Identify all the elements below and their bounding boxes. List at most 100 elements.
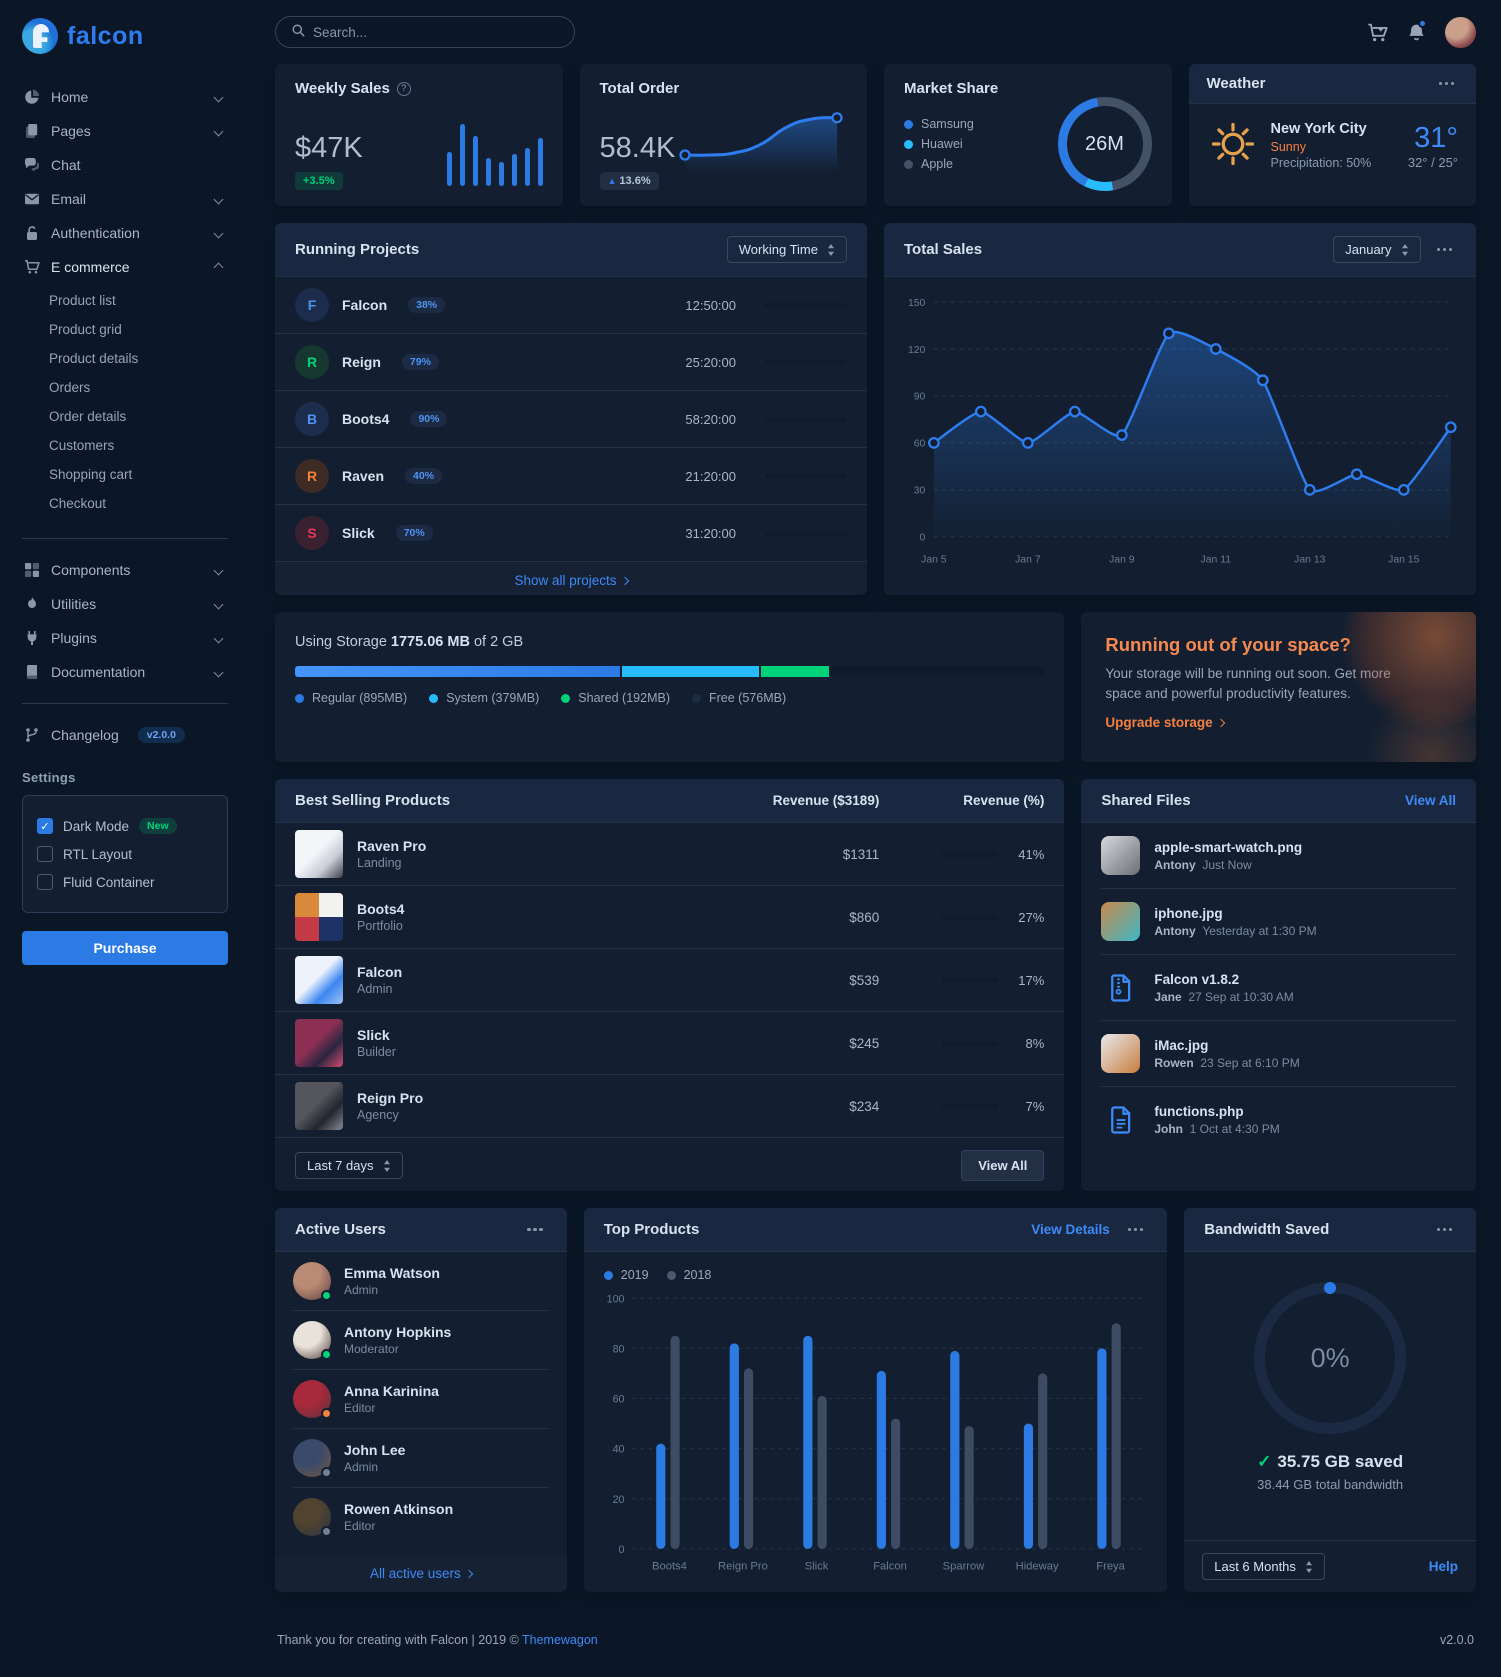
- project-name: Reign: [342, 354, 381, 370]
- product-row-reign-pro[interactable]: Reign Pro Agency $234 7%: [275, 1075, 1065, 1138]
- search-icon: [292, 24, 305, 40]
- files-view-all-link[interactable]: View All: [1404, 793, 1456, 808]
- view-details-link[interactable]: View Details: [1031, 1222, 1110, 1237]
- weather-title: Weather: [1206, 75, 1266, 92]
- top-products-menu-icon[interactable]: [1124, 1224, 1148, 1236]
- project-row-boots4[interactable]: B Boots4 90% 58:20:00: [275, 391, 867, 448]
- bandwidth-menu-icon[interactable]: [1433, 1224, 1457, 1236]
- sidebar-item-authentication[interactable]: Authentication: [22, 216, 228, 250]
- svg-text:Jan 15: Jan 15: [1388, 554, 1419, 565]
- svg-text:Hideway: Hideway: [1015, 1560, 1058, 1572]
- help-icon[interactable]: ?: [396, 81, 411, 96]
- checkbox[interactable]: [37, 874, 53, 890]
- user-avatar: [293, 1498, 332, 1537]
- user-row-antony-hopkins[interactable]: Antony Hopkins Moderator: [293, 1311, 549, 1370]
- sidebar-item-documentation[interactable]: Documentation: [22, 655, 228, 689]
- sidebar-subitem-product-list[interactable]: Product list: [49, 293, 116, 308]
- sidebar-item-e-commerce[interactable]: E commerce: [22, 250, 228, 284]
- brand-logo[interactable]: falcon: [22, 18, 228, 54]
- product-row-raven-pro[interactable]: Raven Pro Landing $1311 41%: [275, 823, 1065, 886]
- project-percent-badge: 70%: [395, 525, 433, 541]
- view-all-button[interactable]: View All: [961, 1150, 1045, 1181]
- months-filter-select[interactable]: Last 6 Months: [1202, 1553, 1325, 1580]
- days-filter-select[interactable]: Last 7 days: [295, 1152, 403, 1179]
- sidebar-item-email[interactable]: Email: [22, 182, 228, 216]
- sidebar-subitem-customers[interactable]: Customers: [49, 438, 115, 453]
- file-meta: Antony Yesterday at 1:30 PM: [1154, 923, 1317, 938]
- total-sales-menu-icon[interactable]: [1433, 244, 1457, 256]
- user-row-anna-karinina[interactable]: Anna Karinina Editor: [293, 1370, 549, 1429]
- sidebar-subitem-checkout[interactable]: Checkout: [49, 496, 107, 511]
- sidebar-subitem-order-details[interactable]: Order details: [49, 409, 127, 424]
- user-role: Admin: [344, 1283, 379, 1297]
- user-row-emma-watson[interactable]: Emma Watson Admin: [293, 1252, 549, 1311]
- sidebar-subitem-orders[interactable]: Orders: [49, 380, 91, 395]
- product-name: Reign Pro: [357, 1090, 424, 1106]
- checkbox[interactable]: [37, 846, 53, 862]
- sidebar-item-utilities[interactable]: Utilities: [22, 587, 228, 621]
- purchase-button[interactable]: Purchase: [22, 931, 228, 965]
- sidebar-item-chat[interactable]: Chat: [22, 148, 228, 182]
- active-users-menu-icon[interactable]: [523, 1224, 547, 1236]
- show-all-projects-link[interactable]: Show all projects: [275, 562, 867, 595]
- themewagon-link[interactable]: Themewagon: [522, 1633, 598, 1647]
- setting-fluid-container[interactable]: Fluid Container: [37, 868, 213, 896]
- all-active-users-link[interactable]: All active users: [275, 1555, 567, 1592]
- project-name: Slick: [342, 525, 375, 541]
- sidebar-item-home[interactable]: Home: [22, 80, 228, 114]
- notification-dot: [1418, 18, 1427, 28]
- sidebar-subitem-product-grid[interactable]: Product grid: [49, 322, 122, 337]
- kpi-row: Weekly Sales ? $47K +3.5% Total Order: [275, 64, 1476, 206]
- file-row-falcon-v1-8-2[interactable]: Falcon v1.8.2 Jane 27 Sep at 10:30 AM: [1101, 955, 1456, 1021]
- product-row-falcon[interactable]: Falcon Admin $539 17%: [275, 949, 1065, 1012]
- sidebar-submenu: Product list Product grid Product details O…: [22, 284, 228, 524]
- product-row-slick[interactable]: Slick Builder $245 8%: [275, 1012, 1065, 1075]
- cart-icon[interactable]: [1367, 22, 1388, 43]
- active-users-card: Active Users Emma Watson Admin Antony Ho…: [275, 1208, 567, 1592]
- user-name: Antony Hopkins: [344, 1324, 452, 1340]
- file-row-apple-smart-watch-png[interactable]: apple-smart-watch.png Antony Just Now: [1101, 823, 1456, 889]
- checkbox[interactable]: ✓: [37, 818, 53, 834]
- legend-item-2019[interactable]: 2019: [603, 1268, 649, 1282]
- legend-item-2018[interactable]: 2018: [666, 1268, 711, 1282]
- help-link[interactable]: Help: [1428, 1559, 1458, 1574]
- bandwidth-total-text: 38.44 GB total bandwidth: [1257, 1477, 1404, 1492]
- project-row-slick[interactable]: S Slick 70% 31:20:00: [275, 505, 867, 562]
- project-row-falcon[interactable]: F Falcon 38% 12:50:00: [275, 277, 867, 334]
- user-row-john-lee[interactable]: John Lee Admin: [293, 1429, 549, 1488]
- month-select[interactable]: January: [1333, 236, 1421, 263]
- product-category: Landing: [357, 856, 402, 870]
- product-revenue: $539: [849, 972, 880, 988]
- sidebar-nav: Home Pages Chat Email Authentication E c…: [22, 80, 228, 752]
- user-row-rowen-atkinson[interactable]: Rowen Atkinson Editor: [293, 1488, 549, 1546]
- project-row-raven[interactable]: R Raven 40% 21:20:00: [275, 448, 867, 505]
- user-avatar[interactable]: [1445, 16, 1476, 48]
- product-row-boots4[interactable]: Boots4 Portfolio $860 27%: [275, 886, 1065, 949]
- weather-menu-icon[interactable]: [1435, 78, 1459, 90]
- file-row-functions-php[interactable]: functions.php John 1 Oct at 4:30 PM: [1101, 1087, 1456, 1152]
- sidebar-subitem-shopping-cart[interactable]: Shopping cart: [49, 467, 133, 482]
- sidebar-item-label: Plugins: [51, 630, 97, 646]
- best-selling-table: Raven Pro Landing $1311 41% Boots4 Portf…: [275, 823, 1065, 1138]
- setting-dark-mode[interactable]: ✓ Dark Mode New: [37, 812, 213, 840]
- sidebar-subitem-product-details[interactable]: Product details: [49, 351, 139, 366]
- working-time-select[interactable]: Working Time: [726, 236, 847, 263]
- file-row-imac-jpg[interactable]: iMac.jpg Rowen 23 Sep at 6:10 PM: [1101, 1021, 1456, 1087]
- weather-city: New York City: [1270, 121, 1367, 137]
- sidebar-item-pages[interactable]: Pages: [22, 114, 228, 148]
- project-row-reign[interactable]: R Reign 79% 25:20:00: [275, 334, 867, 391]
- sidebar-item-plugins[interactable]: Plugins: [22, 621, 228, 655]
- status-dot: [321, 1526, 332, 1537]
- file-row-iphone-jpg[interactable]: iphone.jpg Antony Yesterday at 1:30 PM: [1101, 889, 1456, 955]
- sidebar-item-changelog[interactable]: Changelog v2.0.0: [22, 718, 228, 752]
- sidebar-item-components[interactable]: Components: [22, 553, 228, 587]
- setting-rtl-layout[interactable]: RTL Layout: [37, 840, 213, 868]
- weekly-sales-value: $47K: [295, 132, 363, 164]
- upgrade-storage-link[interactable]: Upgrade storage: [1105, 715, 1225, 730]
- products-files-row: Best Selling Products Revenue ($3189) Re…: [275, 779, 1476, 1191]
- project-progressbar: [765, 359, 847, 365]
- file-thumbnail: [1101, 836, 1141, 875]
- notifications-bell-icon[interactable]: [1406, 18, 1427, 43]
- user-avatar: [293, 1380, 332, 1419]
- search-input[interactable]: [313, 24, 558, 40]
